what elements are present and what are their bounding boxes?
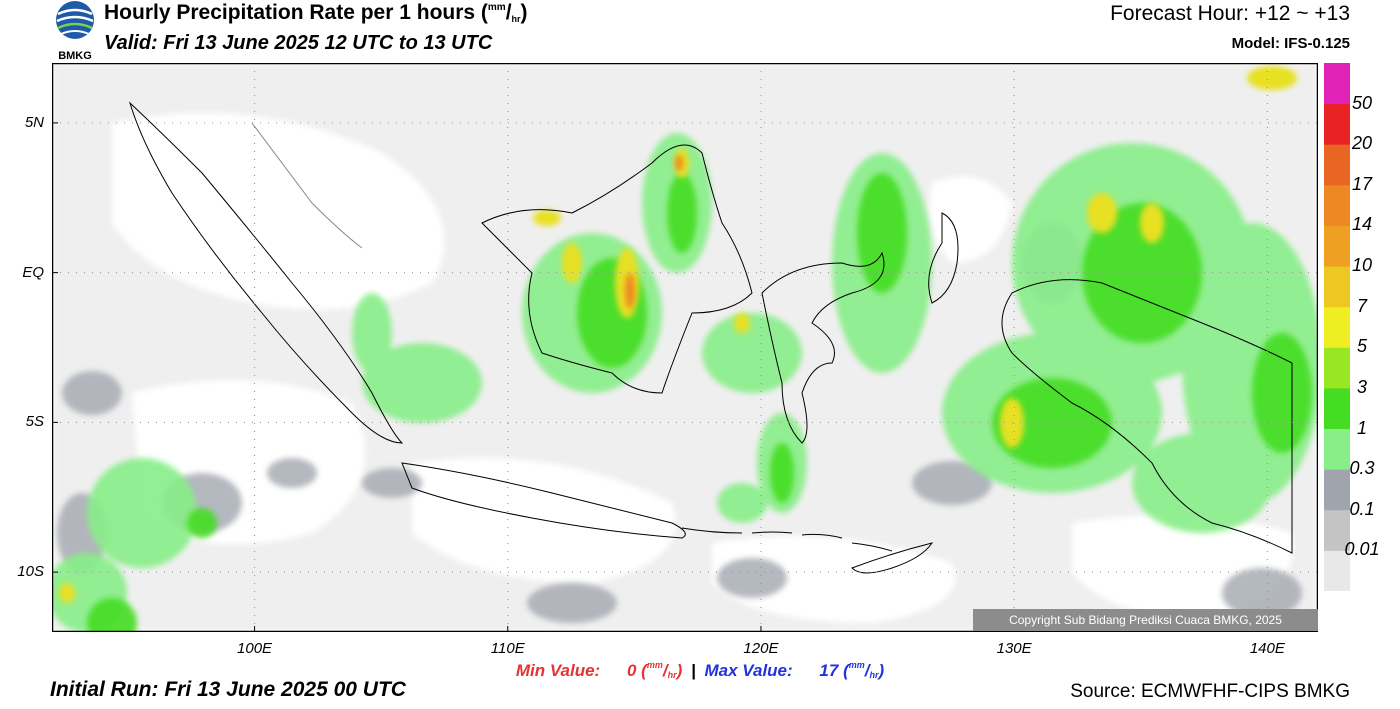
colorbar-label: 3 — [1356, 376, 1367, 397]
colorbar-segment — [1324, 63, 1350, 105]
colorbar-segment — [1324, 387, 1350, 430]
chart-title: Hourly Precipitation Rate per 1 hours (m… — [104, 1, 528, 24]
valid-time: Valid: Fri 13 June 2025 12 UTC to 13 UTC — [104, 32, 493, 54]
colorbar-label: 5 — [1356, 336, 1367, 357]
colorbar-label: 7 — [1356, 295, 1367, 316]
colorbar-label: 0.3 — [1349, 458, 1375, 479]
lon-label: 140E — [1249, 640, 1285, 657]
colorbar-segment — [1324, 347, 1350, 389]
initial-run: Initial Run: Fri 13 June 2025 00 UTC — [50, 678, 406, 701]
colorbar-label: 17 — [1351, 173, 1373, 194]
min-max-values: Min Value: 0 (mm/hr) | Max Value: 17 (mm… — [515, 660, 885, 680]
orange-precip-cores — [625, 155, 683, 309]
colorbar-label: 0.01 — [1344, 539, 1380, 560]
colorbar-label: 14 — [1351, 214, 1373, 235]
colorbar-label: 0.1 — [1349, 498, 1375, 519]
logo-text: BMKG — [58, 50, 92, 62]
lat-label: 10S — [17, 563, 44, 581]
max-value: 17 — [819, 661, 839, 680]
colorbar-segment — [1324, 103, 1350, 145]
map-border — [52, 63, 1318, 632]
colorbar-segment — [1324, 144, 1350, 186]
colorbar-segment — [1324, 469, 1350, 511]
lon-label: 120E — [743, 640, 779, 657]
colorbar-label: 50 — [1351, 92, 1373, 113]
copyright-notice: Copyright Sub Bidang Prediksi Cuaca BMKG… — [973, 609, 1318, 631]
precipitation-map — [52, 63, 1318, 632]
gridlines — [52, 63, 1318, 632]
model-label: Model: IFS-0.125 — [1231, 35, 1350, 52]
coastlines — [128, 101, 1293, 574]
max-label: Max Value: — [704, 661, 793, 680]
colorbar-segment — [1324, 306, 1350, 348]
lon-label: 110E — [490, 640, 525, 657]
colorbar-segment — [1324, 509, 1350, 551]
colorbar-segment — [1324, 428, 1350, 470]
lon-label: 130E — [996, 640, 1032, 657]
lat-label: 5S — [25, 413, 44, 431]
data-source: Source: ECMWFHF-CIPS BMKG — [1070, 681, 1350, 702]
lat-label: 5N — [24, 113, 44, 131]
colorbar-segment — [1324, 550, 1350, 591]
colorbar-label: 20 — [1351, 133, 1373, 154]
forecast-hour: Forecast Hour: +12 ~ +13 — [1110, 2, 1350, 25]
colorbar-label: 1 — [1356, 417, 1367, 438]
colorbar-segment — [1324, 266, 1350, 308]
colorbar-segment — [1324, 225, 1350, 267]
colorbar-label: 10 — [1351, 255, 1373, 276]
lat-label: EQ — [22, 263, 44, 281]
min-label: Min Value: — [515, 661, 601, 680]
colorbar — [1324, 63, 1350, 591]
colorbar-segment — [1324, 184, 1350, 226]
bmkg-logo: BMKG — [56, 1, 94, 62]
min-value: 0 — [626, 661, 637, 680]
lon-label: 100E — [237, 640, 273, 657]
